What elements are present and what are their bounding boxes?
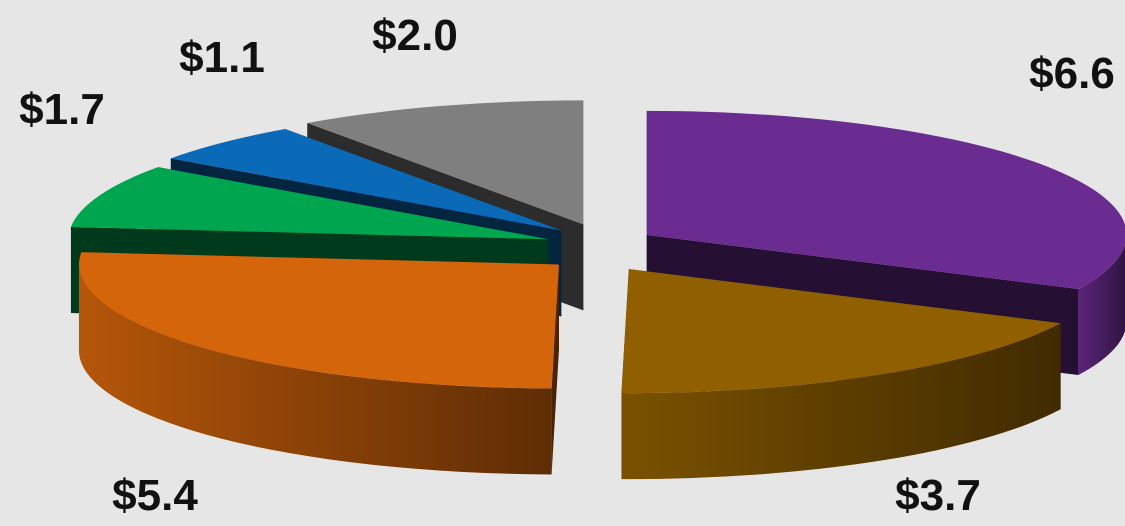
pie-slice-side-2 <box>78 264 552 475</box>
data-label-5: $2.0 <box>372 11 458 60</box>
data-label-0: $6.6 <box>1029 49 1115 98</box>
pie-slice-top-1 <box>621 269 1061 394</box>
label-layer: $6.6 $3.7 $5.4 $1.7 $1.1 $2.0 <box>19 11 1115 520</box>
data-label-1: $3.7 <box>895 471 981 520</box>
pie-slice-1 <box>621 269 1061 480</box>
pie-slice-top-3 <box>70 167 549 240</box>
pie-slice-top-0 <box>646 110 1125 290</box>
data-label-4: $1.1 <box>179 33 265 82</box>
pie-slice-side-1 <box>621 323 1061 480</box>
pie-slice-side-0 <box>1078 244 1125 376</box>
pie-slice-top-4 <box>170 129 562 231</box>
data-label-2: $5.4 <box>112 471 198 520</box>
pie-slice-top-2 <box>78 252 559 389</box>
slice-layer <box>70 100 1125 480</box>
pie-slice-2 <box>78 252 559 475</box>
data-label-3: $1.7 <box>19 85 105 134</box>
pie-slice-top-5 <box>307 100 584 225</box>
